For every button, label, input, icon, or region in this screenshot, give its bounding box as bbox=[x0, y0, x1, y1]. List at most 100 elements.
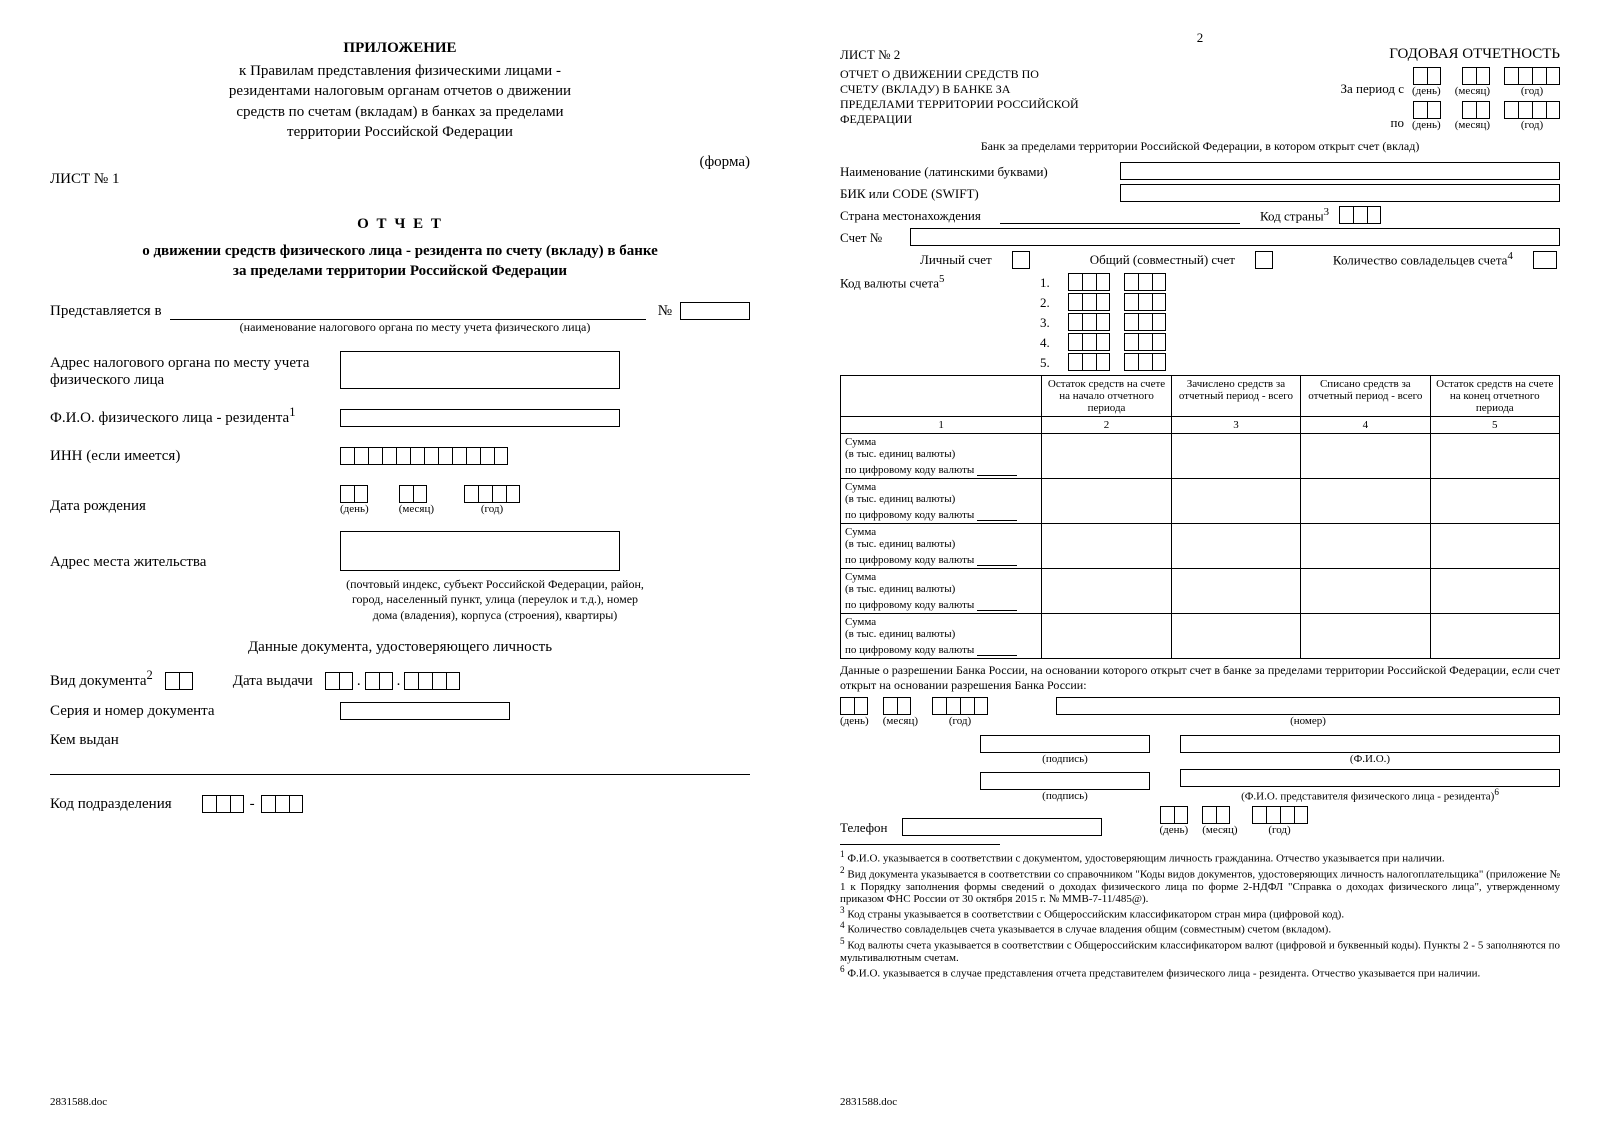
from-month[interactable] bbox=[1462, 67, 1490, 85]
table-row: Сумма(в тыс. единиц валюты)по цифровому … bbox=[841, 478, 1560, 523]
table-row: Сумма(в тыс. единиц валюты)по цифровому … bbox=[841, 433, 1560, 478]
table-row: Сумма(в тыс. единиц валюты)по цифровому … bbox=[841, 568, 1560, 613]
fio-row: Ф.И.О. физического лица - резидента1 bbox=[50, 405, 750, 427]
appendix-title: ПРИЛОЖЕНИЕ bbox=[50, 40, 750, 57]
period-from-label: За период с bbox=[1341, 81, 1404, 97]
annual-label: ГОДОВАЯ ОТЧЕТНОСТЬ bbox=[1389, 46, 1560, 63]
report-header-block: ОТЧЕТ О ДВИЖЕНИИ СРЕДСТВ ПО СЧЕТУ (ВКЛАД… bbox=[840, 67, 1080, 127]
subdiv-b[interactable] bbox=[261, 795, 303, 813]
permit-number-box[interactable] bbox=[1056, 697, 1560, 715]
series-row: Серия и номер документа bbox=[50, 702, 750, 720]
to-year[interactable] bbox=[1504, 101, 1560, 119]
series-box[interactable] bbox=[340, 702, 510, 720]
bic-label: БИК или CODE (SWIFT) bbox=[840, 186, 1080, 202]
bank-line: Банк за пределами территории Российской … bbox=[840, 139, 1560, 154]
inn-row: ИНН (если имеется) bbox=[50, 447, 750, 465]
inn-cells[interactable] bbox=[340, 447, 508, 465]
co-count-box[interactable] bbox=[1533, 251, 1557, 269]
sign1-box[interactable] bbox=[980, 735, 1150, 753]
phone-label: Телефон bbox=[840, 820, 888, 836]
footnote-5: 5 Код валюты счета указывается в соответ… bbox=[840, 936, 1560, 964]
acct-no-label: Счет № bbox=[840, 230, 910, 246]
issue-month[interactable] bbox=[365, 672, 393, 690]
fio-label: Ф.И.О. физического лица - резидента1 bbox=[50, 405, 340, 427]
footnote-6: 6 Ф.И.О. указывается в случае представле… bbox=[840, 964, 1560, 980]
sign2-box[interactable] bbox=[980, 772, 1150, 790]
co-count-label: Количество совладельцев счета4 bbox=[1333, 250, 1513, 268]
dob-month[interactable] bbox=[399, 485, 427, 503]
country-field[interactable] bbox=[1000, 208, 1240, 224]
residence-box[interactable] bbox=[340, 531, 620, 571]
permit-text: Данные о разрешении Банка России, на осн… bbox=[840, 663, 1560, 693]
issued-by-field[interactable] bbox=[50, 759, 750, 775]
name-latin-box[interactable] bbox=[1120, 162, 1560, 180]
subdiv-a[interactable] bbox=[202, 795, 244, 813]
presented-hint: (наименование налогового органа по месту… bbox=[190, 320, 640, 335]
funds-table: Остаток средств на счете на начало отчет… bbox=[840, 375, 1560, 659]
presented-row: Представляется в № bbox=[50, 302, 750, 320]
period-to-label: по bbox=[1391, 115, 1404, 131]
country-label: Страна местонахождения bbox=[840, 208, 1000, 224]
joint-check[interactable] bbox=[1255, 251, 1273, 269]
dob-row: Дата рождения (день) (месяц) (год) bbox=[50, 485, 750, 515]
issue-date-label: Дата выдачи bbox=[233, 673, 313, 690]
permit-day[interactable] bbox=[840, 697, 868, 715]
issue-day[interactable] bbox=[325, 672, 353, 690]
page-number: 2 bbox=[840, 30, 1560, 46]
page-1: ПРИЛОЖЕНИЕ к Правилам представления физи… bbox=[0, 0, 800, 1126]
personal-check[interactable] bbox=[1012, 251, 1030, 269]
no-label: № bbox=[658, 303, 672, 320]
tax-address-label: Адрес налогового органа по месту учета ф… bbox=[50, 355, 340, 389]
permit-month[interactable] bbox=[883, 697, 911, 715]
phone-day[interactable] bbox=[1160, 806, 1188, 824]
sheet-label: ЛИСТ № 1 bbox=[50, 171, 750, 188]
country-code-cells[interactable] bbox=[1339, 206, 1381, 224]
phone-box[interactable] bbox=[902, 818, 1102, 836]
tax-address-box[interactable] bbox=[340, 351, 620, 389]
report-subtitle: о движении средств физического лица - ре… bbox=[140, 241, 660, 282]
dob-year[interactable] bbox=[464, 485, 520, 503]
presented-field[interactable] bbox=[170, 304, 646, 320]
report-title: О Т Ч Е Т bbox=[50, 216, 750, 233]
inn-label: ИНН (если имеется) bbox=[50, 448, 340, 465]
dob-label: Дата рождения bbox=[50, 498, 340, 515]
page-2: 2 ЛИСТ № 2 ГОДОВАЯ ОТЧЕТНОСТЬ ОТЧЕТ О ДВ… bbox=[800, 0, 1600, 1126]
dob-day[interactable] bbox=[340, 485, 368, 503]
to-month[interactable] bbox=[1462, 101, 1490, 119]
doc-section: Данные документа, удостоверяющего личнос… bbox=[50, 639, 750, 656]
fio1-box[interactable] bbox=[1180, 735, 1560, 753]
from-year[interactable] bbox=[1504, 67, 1560, 85]
presented-label: Представляется в bbox=[50, 303, 162, 320]
issue-year[interactable] bbox=[404, 672, 460, 690]
form-note: (форма) bbox=[50, 154, 750, 171]
doc-type-label: Вид документа2 bbox=[50, 668, 153, 690]
appendix-subtitle: к Правилам представления физическими лиц… bbox=[220, 61, 580, 142]
permit-year[interactable] bbox=[932, 697, 988, 715]
residence-row: Адрес места жительства bbox=[50, 531, 750, 571]
personal-label: Личный счет bbox=[920, 252, 992, 268]
doc-foot: 2831588.doc bbox=[840, 1096, 897, 1108]
phone-year[interactable] bbox=[1252, 806, 1308, 824]
from-day[interactable] bbox=[1413, 67, 1441, 85]
footnote-4: 4 Количество совладельцев счета указывае… bbox=[840, 920, 1560, 936]
fio2-box[interactable] bbox=[1180, 769, 1560, 787]
table-row: Сумма(в тыс. единиц валюты)по цифровому … bbox=[841, 523, 1560, 568]
subdiv-label: Код подразделения bbox=[50, 796, 172, 813]
phone-month[interactable] bbox=[1202, 806, 1230, 824]
residence-label: Адрес места жительства bbox=[50, 554, 340, 571]
to-day[interactable] bbox=[1413, 101, 1441, 119]
sheet-label: ЛИСТ № 2 bbox=[840, 47, 900, 63]
fio-box[interactable] bbox=[340, 409, 620, 427]
bic-box[interactable] bbox=[1120, 184, 1560, 202]
joint-label: Общий (совместный) счет bbox=[1090, 252, 1235, 268]
acct-no-box[interactable] bbox=[910, 228, 1560, 246]
no-box[interactable] bbox=[680, 302, 750, 320]
curr-code-label: Код валюты счета5 bbox=[840, 273, 990, 291]
footnote-3: 3 Код страны указывается в соответствии … bbox=[840, 905, 1560, 921]
footnote-1: 1 Ф.И.О. указывается в соответствии с до… bbox=[840, 849, 1560, 865]
doc-type-cells[interactable] bbox=[165, 672, 193, 690]
country-code-label: Код страны3 bbox=[1260, 206, 1329, 224]
doc-type-row: Вид документа2 Дата выдачи . . bbox=[50, 668, 750, 690]
doc-foot: 2831588.doc bbox=[50, 1096, 107, 1108]
currency-list: 1. 2. 3. 4. 5. bbox=[1040, 273, 1166, 371]
